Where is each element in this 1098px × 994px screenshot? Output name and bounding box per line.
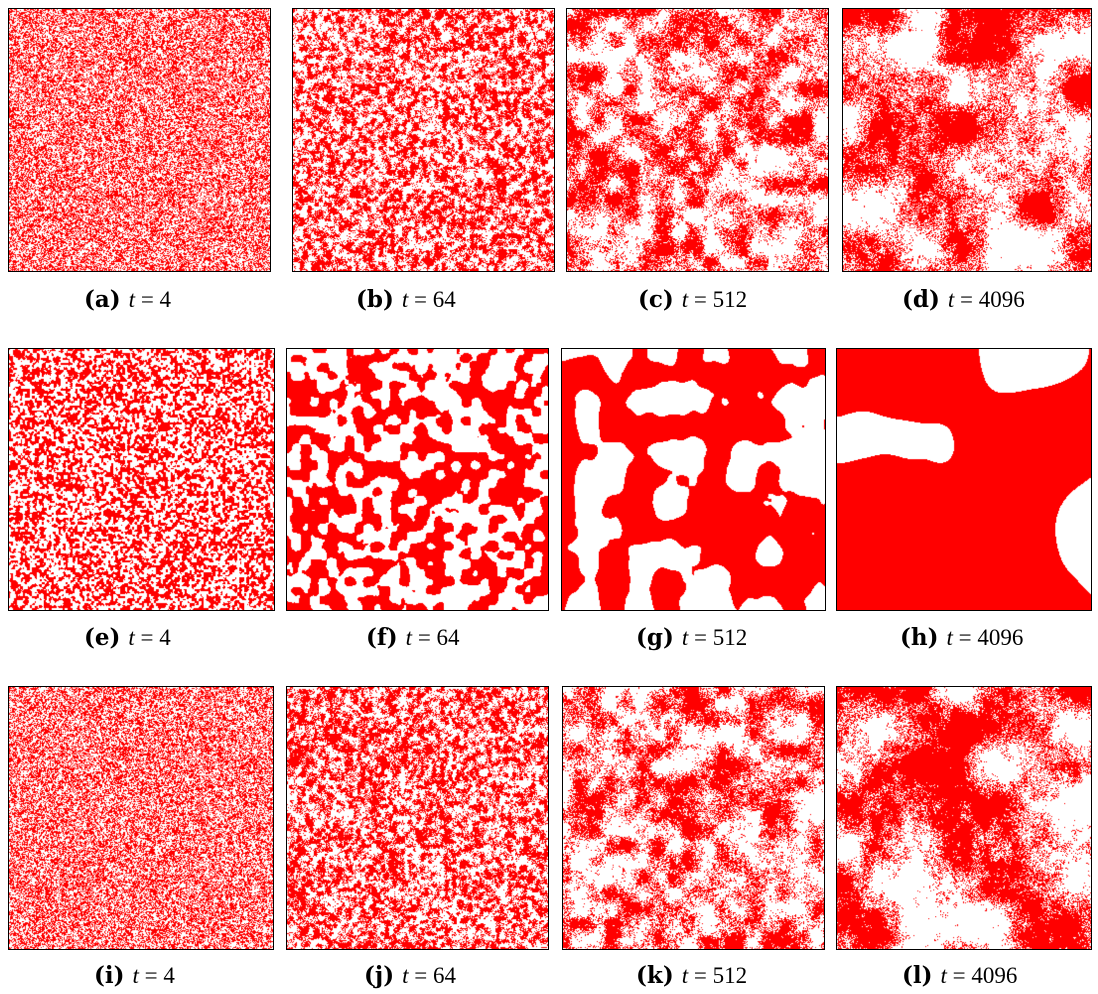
time-variable: t xyxy=(401,287,409,312)
time-variable: t xyxy=(128,625,135,650)
caption-i: (i) t = 4 xyxy=(94,962,175,989)
time-value: 512 xyxy=(712,625,748,650)
time-variable: t xyxy=(681,287,689,312)
caption-g: (g) t = 512 xyxy=(636,624,748,651)
caption-label: (c) xyxy=(638,286,674,313)
caption-f: (f) t = 64 xyxy=(366,624,460,651)
lattice-snapshot-j xyxy=(286,686,549,950)
lattice-snapshot-c xyxy=(566,8,829,272)
lattice-snapshot-i xyxy=(8,686,274,950)
caption-label: (l) xyxy=(902,962,933,989)
lattice-snapshot-g xyxy=(561,348,826,611)
caption-label: (j) xyxy=(364,962,395,989)
time-value: 512 xyxy=(712,287,748,312)
time-variable: t xyxy=(402,963,409,988)
lattice-snapshot-h xyxy=(836,348,1092,611)
time-value: 64 xyxy=(432,963,456,988)
caption-d: (d) t = 4096 xyxy=(902,286,1025,313)
lattice-snapshot-f xyxy=(286,348,549,611)
caption-label: (k) xyxy=(636,962,674,989)
time-value: 4 xyxy=(163,963,175,988)
lattice-snapshot-k xyxy=(562,686,825,950)
time-variable: t xyxy=(405,625,413,650)
time-value: 512 xyxy=(712,963,748,988)
time-value: 64 xyxy=(432,287,456,312)
caption-label: (h) xyxy=(900,624,939,651)
time-value: 4 xyxy=(159,625,171,650)
lattice-snapshot-l xyxy=(836,686,1092,950)
time-value: 4096 xyxy=(978,287,1025,312)
time-value: 4096 xyxy=(977,625,1024,650)
caption-label: (g) xyxy=(636,624,674,651)
time-variable: t xyxy=(946,625,953,650)
caption-label: (b) xyxy=(356,286,394,313)
caption-label: (d) xyxy=(902,286,940,313)
lattice-snapshot-d xyxy=(842,8,1092,272)
lattice-snapshot-a xyxy=(8,8,271,272)
time-value: 4096 xyxy=(971,963,1018,988)
caption-c: (c) t = 512 xyxy=(638,286,748,313)
caption-l: (l) t = 4096 xyxy=(902,962,1018,989)
caption-b: (b) t = 64 xyxy=(356,286,456,313)
time-value: 64 xyxy=(436,625,460,650)
time-variable: t xyxy=(132,963,139,988)
time-value: 4 xyxy=(159,287,172,312)
time-variable: t xyxy=(681,963,689,988)
caption-label: (f) xyxy=(366,624,398,651)
caption-e: (e) t = 4 xyxy=(84,624,171,651)
time-variable: t xyxy=(940,963,947,988)
caption-label: (e) xyxy=(84,624,121,651)
caption-k: (k) t = 512 xyxy=(636,962,748,989)
caption-label: (a) xyxy=(84,286,121,313)
time-variable: t xyxy=(128,287,136,312)
caption-a: (a) t = 4 xyxy=(84,286,172,313)
caption-j: (j) t = 64 xyxy=(364,962,456,989)
caption-label: (i) xyxy=(94,962,125,989)
time-variable: t xyxy=(947,287,955,312)
caption-h: (h) t = 4096 xyxy=(900,624,1024,651)
lattice-snapshot-b xyxy=(292,8,555,272)
lattice-snapshot-e xyxy=(8,348,275,611)
time-variable: t xyxy=(681,625,689,650)
